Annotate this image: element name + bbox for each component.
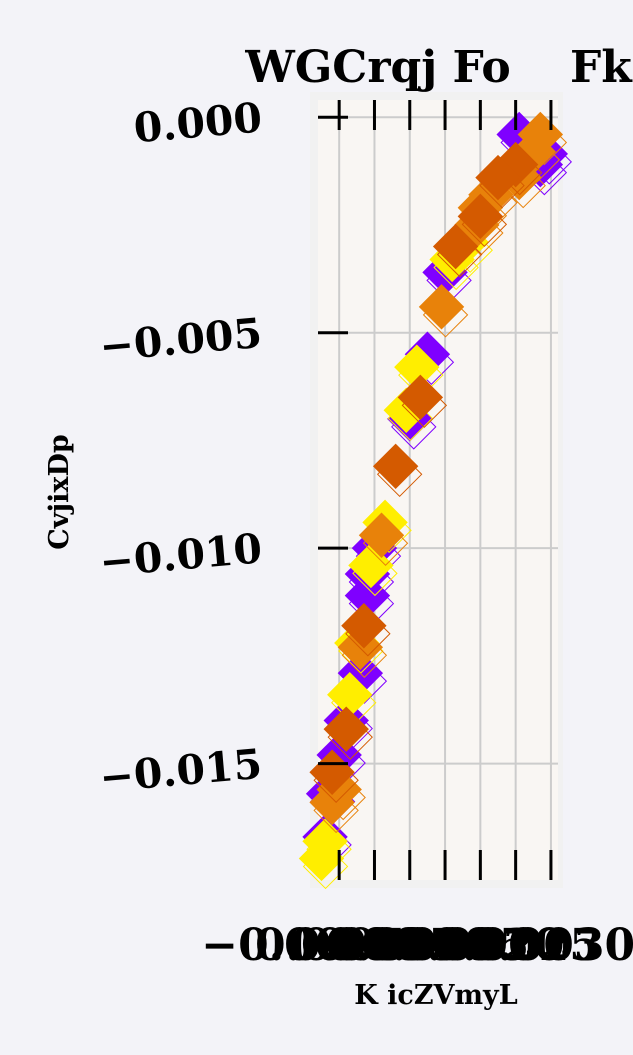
- chart-title-fragment: Fk: [570, 42, 633, 93]
- y-tick-label: 0.000: [132, 93, 264, 152]
- data-point: [309, 779, 355, 826]
- x-tick-label: 0.0000: [255, 920, 423, 971]
- data-point: [475, 154, 521, 201]
- x-axis-label: K icZVmyL: [354, 980, 517, 1011]
- x-tick-label: 0.0025: [431, 920, 599, 971]
- data-point: [358, 512, 405, 558]
- x-tick-label: 0.0015: [361, 920, 529, 971]
- x-tick-label: 0.0020: [396, 920, 564, 971]
- data-point: [457, 193, 504, 240]
- data-point: [397, 374, 444, 421]
- data-point: [323, 706, 369, 752]
- grid-lines: [318, 100, 558, 880]
- y-tick-label: −0.010: [98, 524, 264, 586]
- data-point: [418, 284, 465, 330]
- x-tick-label: 0.0005: [290, 920, 458, 971]
- data-point: [341, 603, 387, 649]
- y-tick-label: −0.015: [98, 740, 264, 802]
- data-points: [298, 111, 573, 890]
- chart-title: WGCrqj Fo: [244, 42, 510, 93]
- x-tick-label: −0.0005: [201, 920, 406, 971]
- x-tick-label: 0.0030: [467, 920, 633, 971]
- x-tick-labels: −0.00050.00000.00050.00100.00150.00200.0…: [201, 920, 633, 971]
- x-tick-label: 0.0010: [326, 920, 494, 971]
- plot-area: [318, 100, 558, 880]
- data-point: [298, 835, 345, 882]
- y-tick-label: −0.005: [98, 309, 264, 371]
- data-point: [348, 542, 394, 589]
- data-point: [432, 223, 479, 270]
- y-tick-labels: 0.000 −0.005 −0.010 −0.015: [98, 93, 264, 801]
- y-axis-label: CvjixDp: [44, 434, 75, 550]
- axis-ticks: [318, 100, 553, 880]
- data-point: [492, 141, 539, 188]
- data-point: [372, 443, 419, 490]
